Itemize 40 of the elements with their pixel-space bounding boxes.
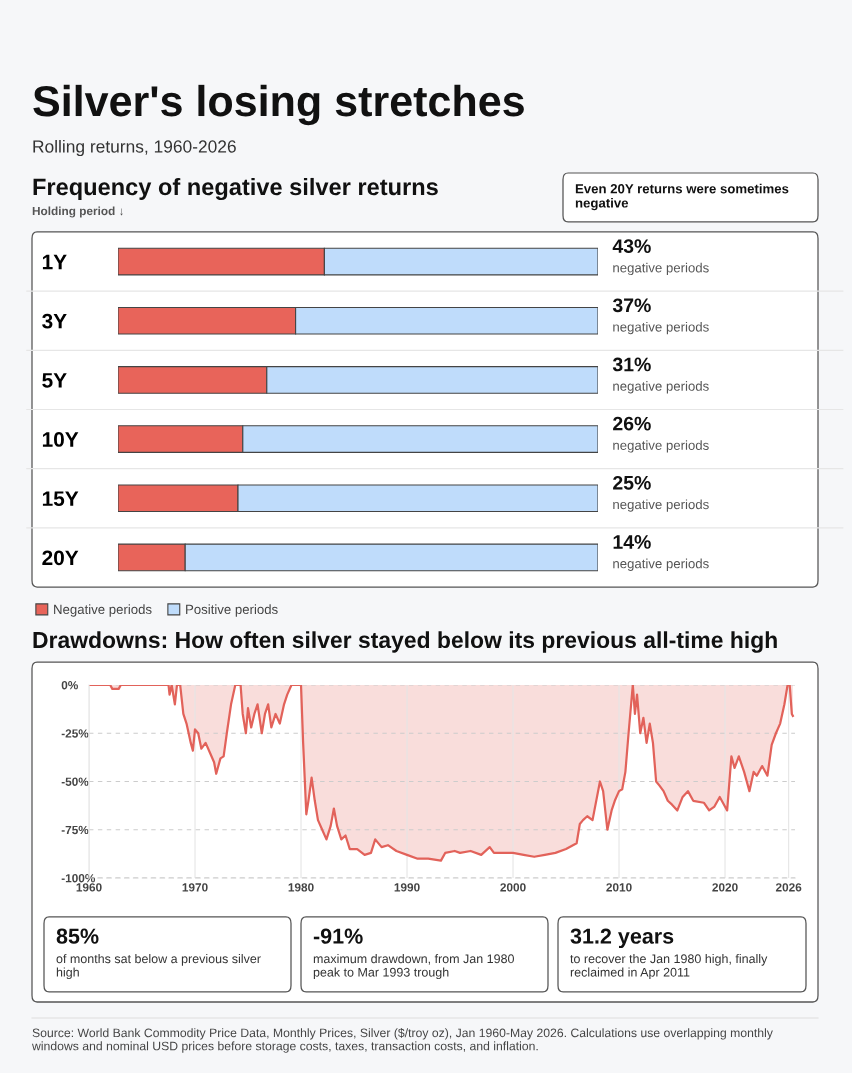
x-tick-label: 1990 (394, 883, 420, 892)
x-tick-label: 2026 (775, 883, 802, 892)
y-tick-label: -75% (61, 825, 89, 835)
x-tick-label: 1960 (76, 883, 102, 892)
y-tick-label: 1Y (42, 254, 67, 270)
chart-title: Frequency of negative silver returns (33, 177, 438, 201)
legend-label: Positive periods (186, 604, 278, 617)
y-tick-label: 5Y (42, 373, 67, 388)
x-tick-label: 1970 (182, 883, 208, 892)
x-tick-label: 1980 (288, 883, 314, 892)
text: -91% (313, 928, 363, 944)
text: Rolling returns, 1960-2026 (33, 139, 236, 157)
source-note: Source: World Bank Commodity Price Data, Monthly Prices, Silver ($/troy oz), Jan 1960-May 2026. Calculations use overlapping monthly windows and nominal USD prices before storage costs, taxes, transaction costs, and inflation. (31, 1028, 773, 1053)
data-label: 43% negative periods (612, 239, 709, 276)
text: 85% (56, 928, 99, 944)
y-tick-label: 0% (61, 681, 78, 690)
text: 31.2 years (570, 928, 674, 949)
text: of months sat below a previous silver high (56, 954, 261, 980)
text: Even 20Y returns were sometimes negative (575, 183, 789, 211)
data-label: 26% negative periods (613, 416, 709, 453)
y-tick-label: 10Y (42, 432, 79, 447)
data-label: 31% negative periods (612, 357, 709, 394)
x-tick-label: 2020 (712, 883, 738, 892)
x-tick-label: 2010 (606, 883, 632, 892)
data-label: 25% negative periods (613, 475, 709, 512)
y-tick-label: 3Y (42, 313, 67, 329)
y-tick-label: 15Y (42, 491, 79, 506)
y-tick-label: -25% (61, 729, 89, 738)
y-axis-title: Holding period ↓ (32, 206, 123, 218)
chart-title: Drawdowns: How often silver stayed below its previous all-time high (33, 631, 777, 653)
y-tick-label: -50% (61, 777, 89, 786)
text: maximum drawdown, from Jan 1980 peak to Mar 1993 trough (313, 954, 514, 980)
data-label: 14% negative periods (613, 535, 709, 571)
text: to recover the Jan 1980 high, finally reclaimed in Apr 2011 (570, 954, 768, 980)
y-tick-label: -100% (61, 874, 96, 883)
legend-label: Negative periods (54, 604, 152, 617)
x-tick-label: 2000 (500, 883, 526, 892)
data-label: 37% negative periods (612, 298, 709, 335)
text: Silver's losing stretches (33, 84, 524, 126)
y-tick-label: 20Y (42, 550, 79, 566)
